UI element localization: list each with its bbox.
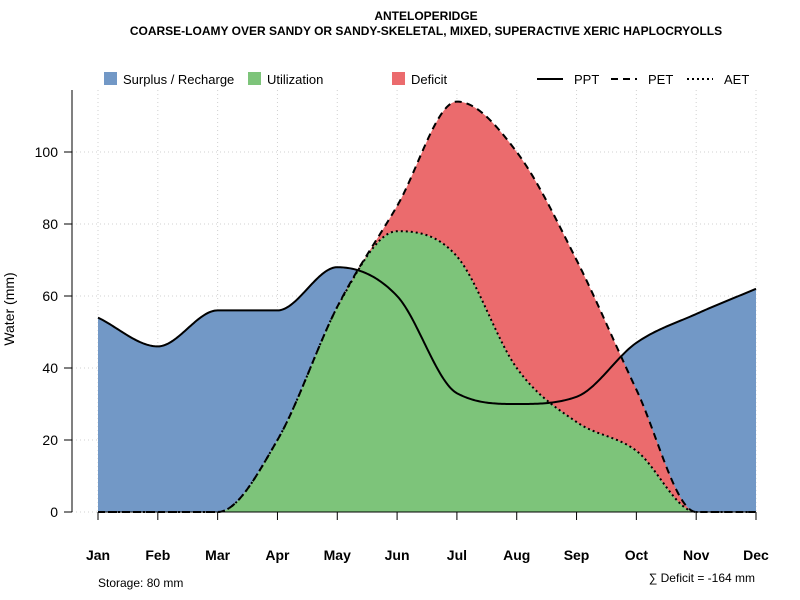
chart-title: ANTELOPERIDGE	[374, 9, 477, 23]
y-tick-label: 60	[42, 288, 58, 304]
legend-swatch-utilization	[248, 72, 261, 85]
x-tick-label: Mar	[205, 547, 230, 563]
legend-label-deficit: Deficit	[411, 72, 448, 87]
areas	[98, 101, 756, 512]
x-tick-label: Jul	[447, 547, 467, 563]
storage-note: Storage: 80 mm	[98, 576, 183, 590]
y-tick-label: 20	[42, 432, 58, 448]
x-tick-label: Feb	[145, 547, 170, 563]
legend-label-ppt: PPT	[574, 72, 599, 87]
series-line-ppt	[97, 266, 757, 405]
y-tick-label: 80	[42, 216, 58, 232]
legend-swatch-surplus	[104, 72, 117, 85]
y-axis-label: Water (mm)	[1, 272, 17, 345]
series-line-aet	[98, 230, 756, 513]
legend-label-utilization: Utilization	[267, 72, 323, 87]
area-surplus-recharge	[98, 231, 756, 512]
chart-subtitle: COARSE-LOAMY OVER SANDY OR SANDY-SKELETA…	[130, 24, 722, 38]
deficit-note: ∑ Deficit = -164 mm	[649, 571, 755, 585]
x-tick-label: Nov	[683, 547, 710, 563]
legend-label-aet: AET	[724, 72, 749, 87]
area-utilization	[98, 231, 756, 512]
x-tick-label: May	[324, 547, 351, 563]
x-tick-label: Apr	[265, 547, 290, 563]
area-deficit	[98, 101, 756, 512]
x-tick-label: Aug	[503, 547, 530, 563]
x-tick-label: Oct	[625, 547, 649, 563]
y-tick-label: 0	[50, 504, 58, 520]
x-ticks: Jan Feb Mar Apr May Jun Jul Aug Sep Oct Nov Dec	[86, 512, 769, 563]
legend-label-surplus: Surplus / Recharge	[123, 72, 234, 87]
y-tick-label: 40	[42, 360, 58, 376]
y-ticks: 0 20 40 60 80 100	[35, 144, 72, 520]
x-tick-label: Sep	[564, 547, 590, 563]
legend-swatch-deficit	[392, 72, 405, 85]
legend-label-pet: PET	[648, 72, 673, 87]
x-tick-label: Dec	[743, 547, 769, 563]
y-tick-label: 100	[35, 144, 59, 160]
axes	[71, 90, 756, 513]
x-tick-label: Jun	[385, 547, 410, 563]
legend: Surplus / Recharge Utilization Deficit P…	[104, 72, 749, 87]
x-tick-label: Jan	[86, 547, 110, 563]
